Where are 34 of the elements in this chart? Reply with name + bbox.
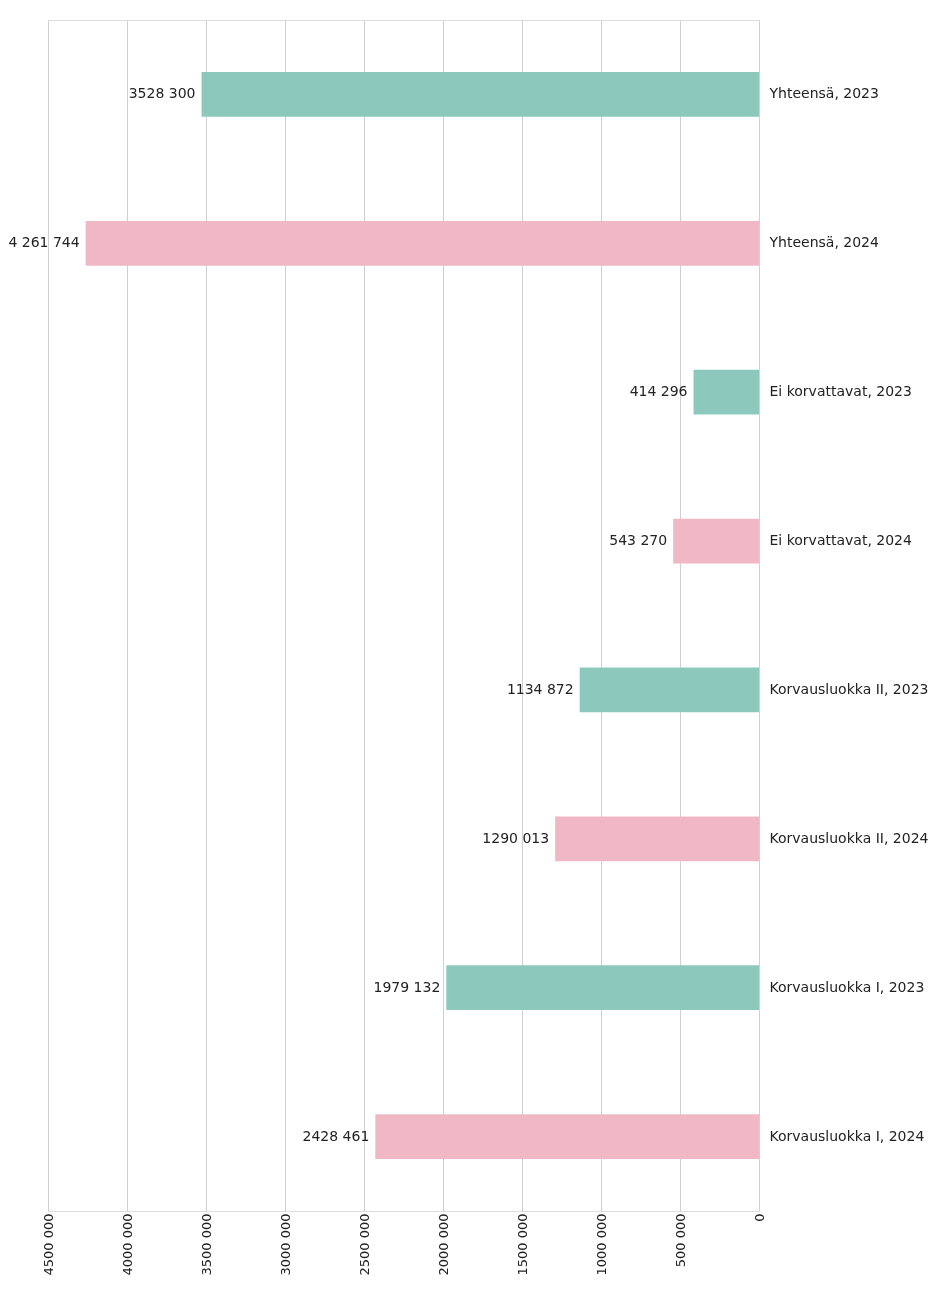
- bar: [673, 518, 759, 564]
- bar: [375, 1114, 759, 1159]
- y-tick-label: Ei korvattavat, 2024: [769, 532, 913, 549]
- x-tick-label: 1500 000: [514, 1213, 530, 1276]
- data-label: 1290 013: [482, 829, 550, 846]
- x-tick-label: 2000 000: [435, 1213, 451, 1276]
- y-tick-label: Yhteensä, 2023: [768, 85, 879, 102]
- x-tick-label: 4500 000: [40, 1213, 56, 1276]
- y-tick-label: Korvausluokka II, 2023: [769, 680, 929, 697]
- x-tick-label: 2500 000: [356, 1213, 372, 1276]
- data-label: 4 261 744: [8, 234, 80, 251]
- bar: [201, 72, 759, 117]
- x-tick-label: 3500 000: [198, 1213, 214, 1276]
- y-tick-label: Korvausluokka I, 2024: [769, 1127, 925, 1144]
- y-tick-label: Korvausluokka II, 2024: [769, 829, 929, 846]
- y-tick-label: Korvausluokka I, 2023: [769, 978, 925, 995]
- data-label: 3528 300: [128, 85, 196, 102]
- x-tick-label: 500 000: [672, 1213, 688, 1268]
- x-tick-label: 4000 000: [119, 1213, 135, 1276]
- x-tick-label: 3000 000: [277, 1213, 293, 1276]
- bar: [555, 816, 759, 862]
- x-tick-label: 0: [751, 1213, 767, 1222]
- bar: [446, 965, 759, 1011]
- data-label: 543 270: [609, 532, 668, 549]
- data-label: 414 296: [629, 383, 688, 400]
- x-tick-label: 1000 000: [593, 1213, 609, 1276]
- data-label: 2428 461: [302, 1127, 370, 1144]
- bar: [579, 667, 759, 713]
- data-label: 1979 132: [373, 978, 441, 995]
- y-tick-label: Yhteensä, 2024: [768, 234, 880, 251]
- data-label: 1134 872: [506, 680, 574, 697]
- bar: [85, 220, 759, 266]
- bar: [693, 369, 759, 415]
- y-tick-label: Ei korvattavat, 2023: [769, 383, 912, 400]
